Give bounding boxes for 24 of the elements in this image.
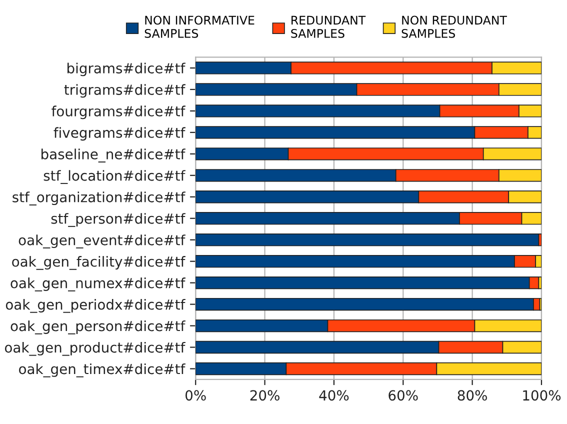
- y-tick-label: fivegrams#dice#tf: [54, 127, 186, 141]
- y-tick-label: oak_gen_product#dice#tf: [4, 342, 186, 356]
- y-tick-label: oak_gen_periodx#dice#tf: [6, 299, 186, 313]
- x-tick-label: 0%: [186, 390, 206, 401]
- y-tick-label: stf_organization#dice#tf: [12, 192, 186, 206]
- y-tick-label: oak_gen_event#dice#tf: [18, 234, 186, 248]
- y-tick-label: trigrams#dice#tf: [64, 84, 186, 98]
- y-tick-label: oak_gen_facility#dice#tf: [12, 256, 186, 270]
- x-tick-label: 20%: [250, 390, 280, 401]
- legend-label: NON REDUNDANT SAMPLES: [402, 16, 507, 38]
- x-tick-label: 40%: [319, 390, 349, 401]
- x-tick-label: 80%: [458, 390, 487, 401]
- y-tick-label: oak_gen_person#dice#tf: [10, 320, 186, 334]
- y-tick-label: bigrams#dice#tf: [68, 62, 186, 76]
- x-tick-label: 100%: [523, 390, 561, 401]
- legend-label: NON INFORMATIVE SAMPLES: [144, 16, 254, 38]
- x-tick-label: 60%: [388, 390, 418, 401]
- y-tick-label: stf_person#dice#tf: [51, 213, 186, 227]
- y-tick-label: oak_gen_timex#dice#tf: [19, 363, 186, 378]
- legend-label: REDUNDANT SAMPLES: [291, 16, 366, 38]
- y-tick-label: baseline_ne#dice#tf: [42, 148, 186, 162]
- y-tick-label: stf_location#dice#tf: [44, 170, 186, 184]
- y-tick-label: fourgrams#dice#tf: [52, 106, 186, 120]
- y-tick-label: oak_gen_numex#dice#tf: [10, 278, 186, 292]
